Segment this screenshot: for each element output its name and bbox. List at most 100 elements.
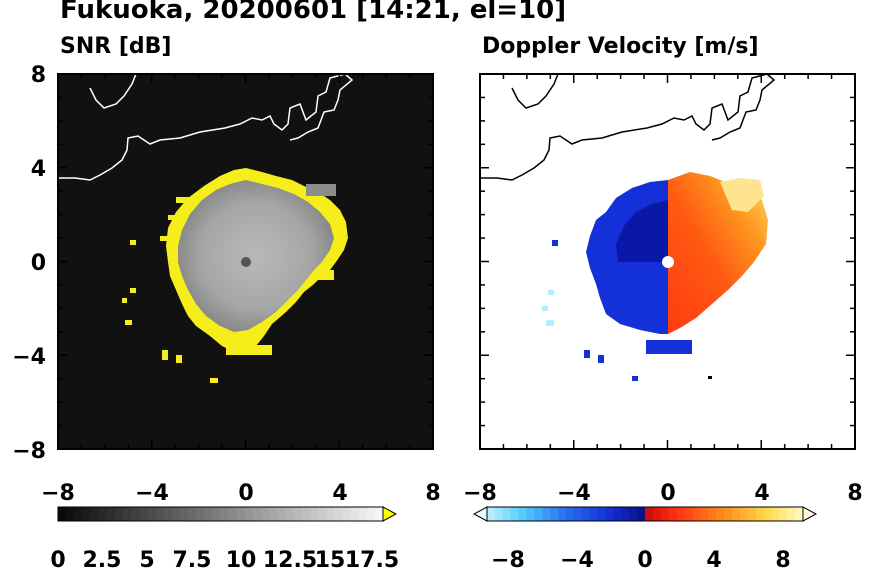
snr-x-tick-label: −8 [41, 481, 75, 506]
snr-echo-cluster [306, 184, 336, 196]
snr-colorbar-tick: 0 [50, 548, 65, 570]
snr-colorbar-cell [342, 507, 351, 521]
snr-echo-cluster [162, 350, 168, 360]
snr-colorbar-tick: 2.5 [83, 548, 122, 570]
doppler-colorbar-cell [739, 507, 749, 521]
doppler-positive-region [668, 172, 768, 334]
doppler-colorbar-cell [724, 507, 733, 521]
snr-echo-cluster [226, 345, 272, 355]
doppler-colorbar-cell [629, 507, 638, 521]
snr-y-tick-label: 8 [31, 63, 46, 88]
doppler-tick-marks [479, 73, 856, 450]
doppler-colorbar-cell [502, 507, 512, 521]
snr-colorbar-cell [220, 507, 230, 521]
doppler-echo-cluster [646, 340, 692, 354]
doppler-colorbar-cell [621, 507, 630, 521]
doppler-colorbar-cells [487, 507, 804, 521]
doppler-positive-peak [720, 178, 764, 212]
doppler-colorbar-tick: 8 [775, 548, 790, 570]
doppler-colorbar-cell [566, 507, 575, 521]
doppler-colorbar-cell [763, 507, 772, 521]
snr-tick-marks [57, 73, 434, 450]
snr-colorbar-cell [236, 507, 246, 521]
doppler-echo-cluster [542, 306, 548, 311]
snr-x-tick-label: 8 [425, 481, 440, 506]
snr-colorbar-cell [309, 507, 319, 521]
doppler-colorbar-cell [684, 507, 693, 521]
snr-colorbar-cell [114, 507, 124, 521]
snr-echo-cluster [130, 240, 136, 245]
snr-colorbar-tick: 15 [315, 548, 346, 570]
snr-colorbar-tick: 12.5 [263, 548, 317, 570]
snr-y-tick-label: 0 [31, 251, 46, 276]
doppler-panel: −8 −4 0 4 8 [463, 73, 863, 506]
coastline-island [511, 74, 559, 109]
snr-colorbar: 0 2.5 5 7.5 10 12.5 15 17.5 [50, 506, 399, 570]
doppler-colorbar-cell [534, 507, 543, 521]
doppler-colorbar-cell [645, 507, 654, 521]
snr-colorbar-cell [66, 507, 75, 521]
doppler-colorbar-cell [787, 507, 796, 521]
doppler-panel-title: Doppler Velocity [m/s] [482, 34, 759, 59]
doppler-colorbar-cell [613, 507, 622, 521]
snr-colorbar-cell [155, 507, 165, 521]
snr-colorbar-cell [179, 507, 189, 521]
doppler-echo-cluster [552, 240, 558, 246]
doppler-colorbar-cell [550, 507, 559, 521]
doppler-colorbar-cell [660, 507, 670, 521]
doppler-colorbar-cell [581, 507, 591, 521]
snr-echo-cluster [176, 355, 182, 363]
snr-y-tick-label: 4 [31, 157, 46, 182]
snr-colorbar-cell [261, 507, 270, 521]
doppler-colorbar-cell [771, 507, 780, 521]
doppler-colorbar-cell [637, 507, 646, 521]
snr-colorbar-cell [277, 507, 286, 521]
snr-echo-cluster [125, 320, 132, 325]
doppler-echo-cluster [546, 320, 554, 326]
doppler-colorbar-cell [510, 507, 520, 521]
snr-colorbar-cell [212, 507, 221, 521]
doppler-colorbar-cell [526, 507, 535, 521]
snr-panel-title: SNR [dB] [60, 34, 172, 59]
snr-colorbar-cell [123, 507, 132, 521]
snr-colorbar-cell [374, 507, 384, 521]
snr-colorbar-tick: 10 [226, 548, 257, 570]
snr-colorbar-cell [106, 507, 116, 521]
snr-colorbar-cell [366, 507, 376, 521]
doppler-x-tick-label: −8 [463, 481, 497, 506]
snr-colorbar-cell [171, 507, 181, 521]
doppler-colorbar-cell [558, 507, 567, 521]
doppler-echo-cluster [632, 376, 638, 381]
doppler-colorbar-cell [668, 507, 678, 521]
doppler-colorbar-cell [755, 507, 764, 521]
coastline-island [89, 74, 137, 109]
snr-echo-cluster [168, 215, 178, 220]
snr-colorbar-cell [244, 507, 254, 521]
doppler-x-tick-label: 8 [847, 481, 862, 506]
snr-colorbar-cell [350, 507, 360, 521]
doppler-colorbar-cell [652, 507, 662, 521]
doppler-colorbar: −8 −4 0 4 8 [472, 506, 818, 570]
snr-colorbar-tick: 5 [139, 548, 154, 570]
doppler-field [480, 74, 776, 381]
snr-colorbar-tick: 7.5 [173, 548, 212, 570]
snr-colorbar-cell [188, 507, 197, 521]
radar-center-marker [241, 257, 251, 267]
doppler-colorbar-extend-high [802, 506, 818, 522]
snr-echo-cluster [160, 236, 168, 241]
doppler-colorbar-cell [795, 507, 804, 521]
snr-colorbar-cell [131, 507, 140, 521]
doppler-colorbar-cell [573, 507, 583, 521]
doppler-colorbar-tick: 4 [706, 548, 721, 570]
snr-colorbar-tick: 17.5 [345, 548, 399, 570]
snr-colorbar-cell [326, 507, 335, 521]
doppler-colorbar-frame [486, 506, 804, 522]
snr-field [58, 74, 354, 383]
snr-y-tick-label: −4 [12, 345, 46, 370]
snr-colorbar-cell [196, 507, 205, 521]
snr-colorbar-cell [301, 507, 311, 521]
snr-colorbar-frame [57, 506, 384, 522]
snr-colorbar-cell [358, 507, 368, 521]
snr-echo-disk [178, 180, 334, 332]
